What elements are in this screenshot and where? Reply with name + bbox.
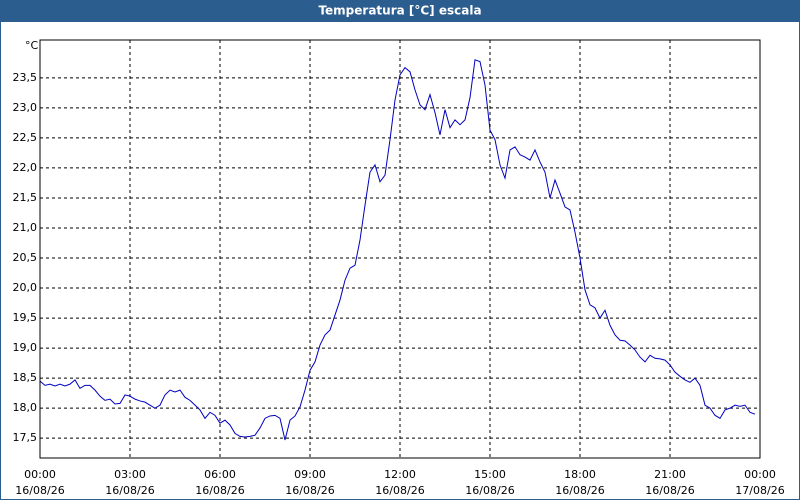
x-tick-date: 16/08/26 [195,484,244,497]
x-tick-label: 15:00 [474,468,506,481]
x-tick-date: 16/08/26 [375,484,424,497]
y-tick-label: 23,0 [13,101,38,114]
x-tick-label: 03:00 [114,468,146,481]
y-tick-label: 22,0 [13,161,38,174]
x-tick-label: 09:00 [294,468,326,481]
y-tick-label: 20,5 [13,251,38,264]
y-tick-label: 21,5 [13,191,38,204]
x-tick-date: 17/08/26 [735,484,784,497]
x-tick-label: 06:00 [204,468,236,481]
y-tick-label: 22,5 [13,131,38,144]
x-tick-label: 00:00 [24,468,56,481]
chart-title: Temperatura [°C] escala [318,4,481,18]
y-tick-label: 20,0 [13,281,38,294]
x-tick-date: 16/08/26 [465,484,514,497]
y-unit: °C [25,39,39,52]
x-tick-label: 00:00 [744,468,776,481]
x-tick-date: 16/08/26 [555,484,604,497]
y-tick-label: 17,5 [13,431,38,444]
y-tick-label: 19,0 [13,341,38,354]
title-bar [0,0,800,22]
y-tick-label: 18,5 [13,371,38,384]
x-tick-label: 21:00 [654,468,686,481]
x-tick-date: 16/08/26 [105,484,154,497]
x-tick-label: 18:00 [564,468,596,481]
x-tick-date: 16/08/26 [285,484,334,497]
plot-frame [39,39,761,459]
plot: 17,5 18,0 18,5 19,0 19,5 20,0 20,5 21,0 21,5 22,0… [13,40,785,497]
x-tick-label: 12:00 [384,468,416,481]
y-tick-label: 18,0 [13,401,38,414]
y-tick-label: 21,0 [13,221,38,234]
temperature-line [39,59,756,441]
y-tick-label: 19,5 [13,311,38,324]
x-tick-date: 16/08/26 [15,484,64,497]
x-tick-date: 16/08/26 [645,484,694,497]
y-tick-label: 23,5 [13,71,38,84]
